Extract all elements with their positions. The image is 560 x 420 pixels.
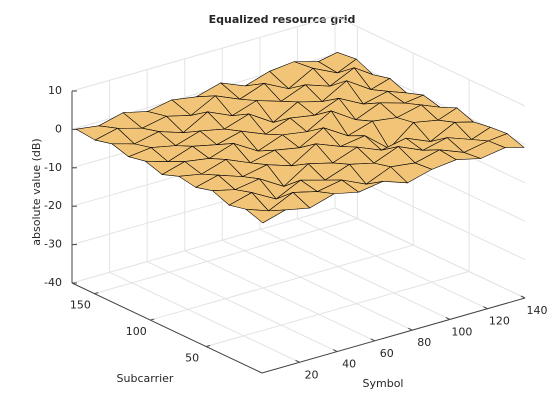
- grid-line: [297, 218, 488, 310]
- grid-line: [259, 228, 451, 320]
- y-tick-label: 50: [185, 352, 199, 365]
- grid-line: [109, 271, 300, 363]
- tick-mark: [408, 327, 413, 331]
- x-tick-label: 120: [489, 315, 510, 328]
- z-tick-label: -10: [44, 161, 62, 174]
- grid-line: [150, 244, 414, 321]
- x-axis-label: Symbol: [363, 377, 404, 390]
- grid-line: [94, 218, 358, 295]
- tick-mark: [445, 316, 451, 320]
- tick-mark: [295, 359, 300, 363]
- y-axis-label: Subcarrier: [117, 372, 174, 385]
- x-tick-label: 80: [417, 336, 431, 349]
- x-tick-label: 60: [380, 347, 394, 360]
- tick-mark: [94, 292, 99, 295]
- grid-line: [184, 250, 375, 342]
- tick-mark: [150, 318, 155, 321]
- tick-mark: [520, 295, 526, 299]
- tick-mark: [370, 338, 375, 342]
- grid-line: [205, 271, 470, 348]
- z-tick-label: -20: [44, 199, 62, 212]
- x-tick-label: 40: [342, 358, 356, 371]
- axis-line: [71, 282, 263, 374]
- tick-mark: [332, 349, 338, 353]
- surface-cell: [245, 208, 286, 224]
- z-axis-label: absolute value (dB): [30, 138, 43, 245]
- grid-line: [71, 15, 336, 92]
- y-tick-label: 100: [126, 325, 147, 338]
- x-tick-label: 100: [451, 325, 472, 338]
- grid-line: [334, 207, 526, 299]
- z-tick-label: 0: [55, 122, 62, 135]
- grid-line: [71, 207, 336, 284]
- tick-mark: [205, 345, 211, 348]
- chart-title: Equalized resource grid: [209, 13, 356, 26]
- grid-line: [146, 261, 338, 353]
- x-tick-label: 20: [305, 368, 319, 381]
- z-tick-label: -40: [44, 276, 62, 289]
- grid-line: [334, 15, 526, 107]
- axis-line: [261, 297, 526, 374]
- grid-line: [222, 239, 413, 331]
- z-tick-label: 10: [48, 84, 62, 97]
- tick-mark: [483, 306, 488, 310]
- z-tick-label: -30: [44, 238, 62, 251]
- y-tick-label: 150: [70, 299, 91, 312]
- x-tick-label: 140: [527, 304, 548, 317]
